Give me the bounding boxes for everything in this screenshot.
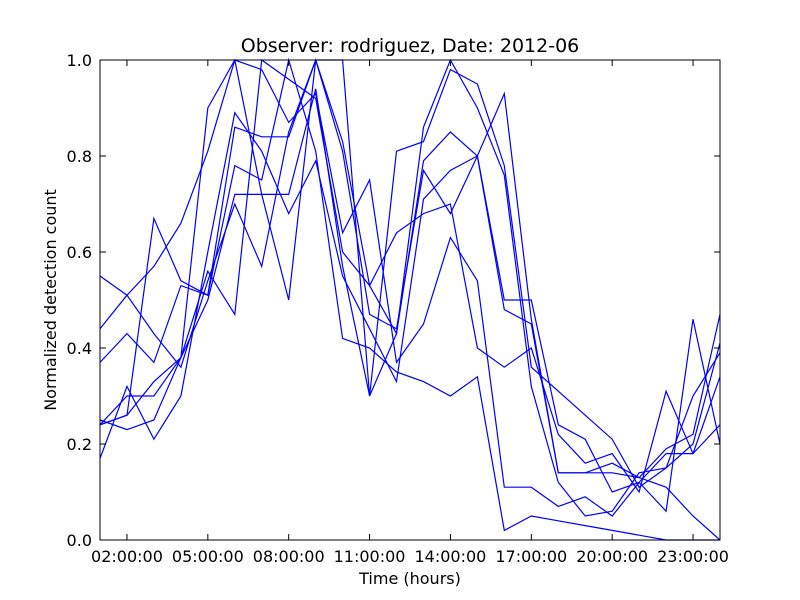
y-tick-label-3: 0.4 (67, 339, 92, 358)
x-tick-label-5: 14:00:00 (415, 547, 487, 566)
series-line-5 (99, 58, 721, 517)
x-axis: 02:00:00 05:00:00 08:00:00 11:00:00 14:00:00… (91, 60, 729, 566)
x-tick-label-3: 08:00:00 (253, 547, 325, 566)
series-line-2 (99, 59, 721, 517)
series-line-8 (99, 59, 721, 541)
x-tick-label-2: 05:00:00 (172, 547, 244, 566)
series-line-6 (99, 57, 720, 541)
series-layer (99, 57, 721, 541)
x-tick-label-8: 23:00:00 (657, 547, 729, 566)
x-tick-label-7: 20:00:00 (576, 547, 648, 566)
y-tick-label-5: 0.8 (67, 147, 92, 166)
y-tick-label-4: 0.6 (67, 243, 92, 262)
plot-frame (99, 59, 721, 541)
series-line-4 (99, 58, 721, 489)
x-tick-label-4: 11:00:00 (334, 547, 406, 566)
y-tick-label-2: 0.2 (67, 435, 92, 454)
y-tick-label-1: 0.0 (67, 531, 92, 550)
y-axis-label: Normalized detection count (41, 189, 60, 411)
series-line-1 (99, 58, 721, 494)
series-line-7 (99, 91, 721, 479)
x-axis-label: Time (hours) (358, 569, 461, 588)
x-tick-label-6: 17:00:00 (495, 547, 567, 566)
y-axis: 0.0 0.2 0.4 0.6 0.8 1.0 (67, 51, 720, 550)
x-tick-label-1: 02:00:00 (91, 547, 163, 566)
y-tick-label-6: 1.0 (67, 51, 92, 70)
chart-title: Observer: rodriguez, Date: 2012-06 (241, 35, 580, 57)
